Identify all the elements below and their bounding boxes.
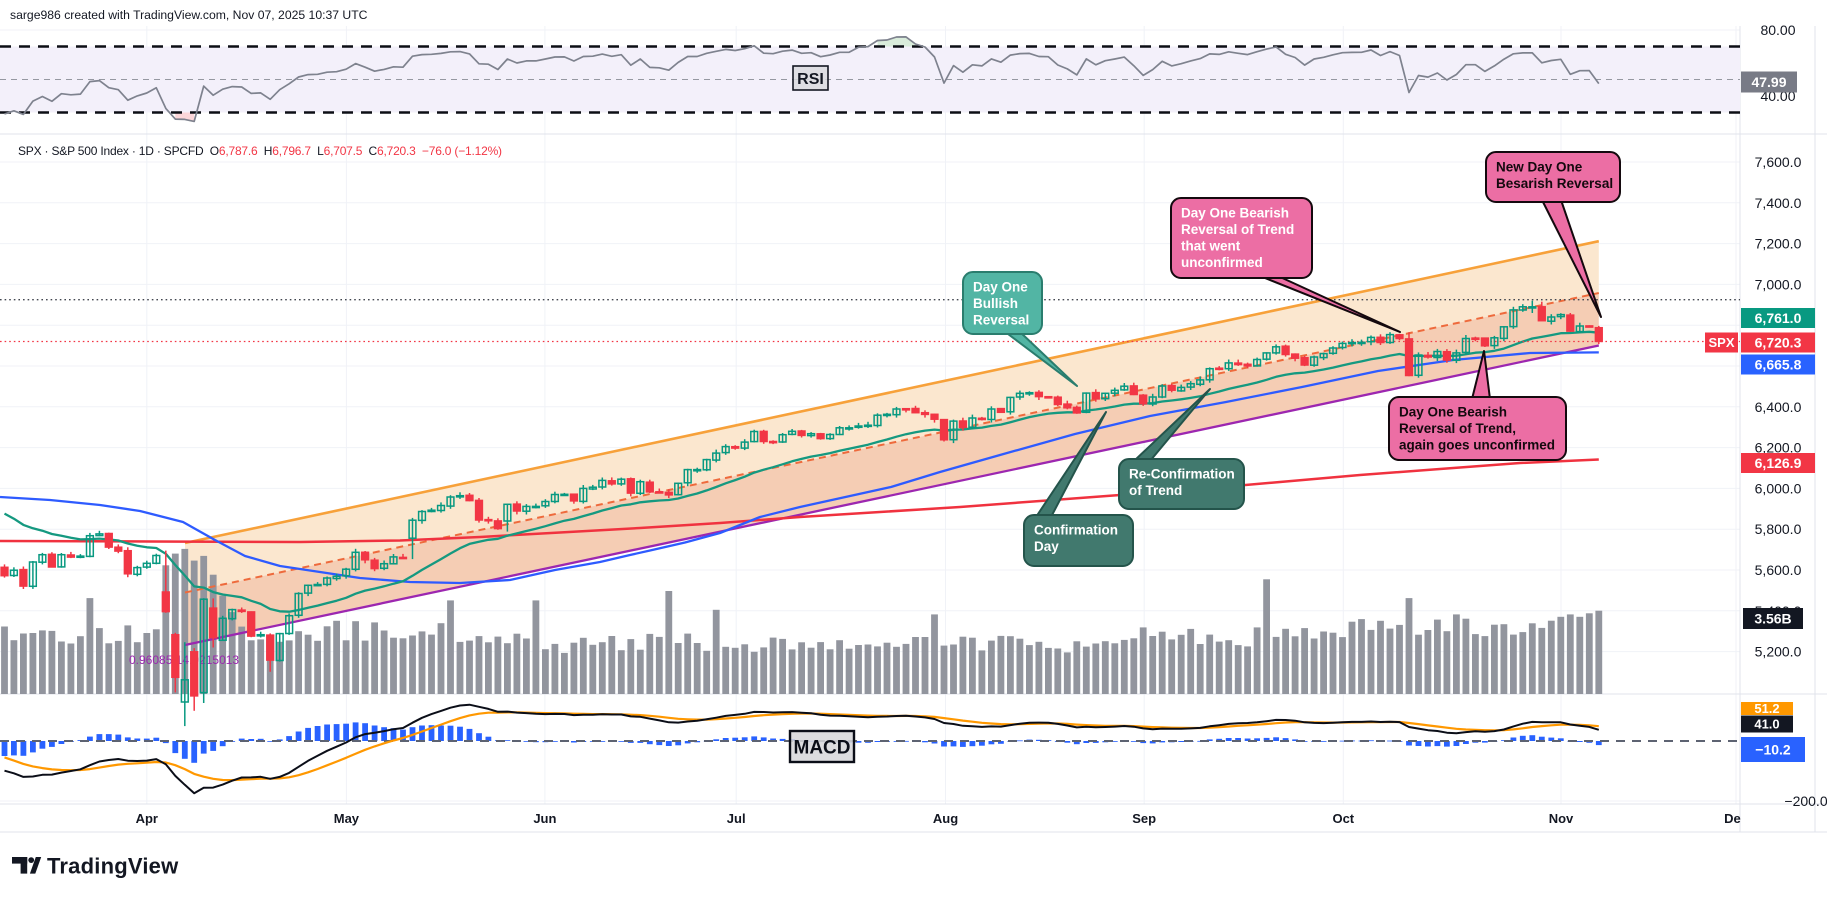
svg-text:6,126.9: 6,126.9 [1755,455,1802,471]
svg-text:6,761.0: 6,761.0 [1755,310,1802,326]
svg-text:Dec: Dec [1724,811,1748,826]
svg-text:80.00: 80.00 [1760,22,1795,38]
svg-text:6,200.0: 6,200.0 [1755,440,1802,456]
svg-text:Jun: Jun [533,811,556,826]
svg-text:Day One Bearish: Day One Bearish [1181,206,1289,221]
svg-text:41.0: 41.0 [1754,717,1779,732]
svg-text:5,200.0: 5,200.0 [1755,644,1802,660]
svg-text:6,400.0: 6,400.0 [1755,399,1802,415]
svg-text:Besarish Reversal: Besarish Reversal [1496,176,1613,191]
svg-text:47.99: 47.99 [1751,74,1786,90]
svg-text:Reversal of Trend: Reversal of Trend [1181,222,1294,237]
svg-text:sarge986 created with TradingV: sarge986 created with TradingView.com, N… [10,8,368,22]
svg-text:SPX · S&P 500 Index · 1D · SPC: SPX · S&P 500 Index · 1D · SPCFD O6,787.… [18,144,502,158]
svg-text:New Day One: New Day One [1496,160,1583,175]
svg-text:TradingView: TradingView [47,854,179,879]
svg-text:May: May [334,811,360,826]
svg-text:7,600.0: 7,600.0 [1755,154,1802,170]
svg-text:Sep: Sep [1132,811,1156,826]
svg-text:6,720.3: 6,720.3 [1755,335,1802,351]
svg-text:again goes unconfirmed: again goes unconfirmed [1399,438,1555,453]
svg-text:−200.0: −200.0 [1784,793,1827,809]
svg-text:6,000.0: 6,000.0 [1755,480,1802,496]
svg-text:Jul: Jul [727,811,746,826]
svg-text:Reversal: Reversal [973,313,1029,328]
svg-text:Bullish: Bullish [973,296,1018,311]
svg-text:Day One Bearish: Day One Bearish [1399,405,1507,420]
svg-text:5,800.0: 5,800.0 [1755,521,1802,537]
svg-text:Nov: Nov [1549,811,1574,826]
svg-text:5,600.0: 5,600.0 [1755,562,1802,578]
svg-text:SPX: SPX [1708,335,1734,350]
svg-text:7,400.0: 7,400.0 [1755,195,1802,211]
svg-text:−10.2: −10.2 [1755,742,1791,758]
svg-text:Confirmation: Confirmation [1034,523,1118,538]
svg-text:Reversal of Trend,: Reversal of Trend, [1399,421,1516,436]
svg-text:7,000.0: 7,000.0 [1755,276,1802,292]
svg-text:7,200.0: 7,200.0 [1755,236,1802,252]
svg-text:6,665.8: 6,665.8 [1755,357,1802,373]
svg-text:that went: that went [1181,239,1241,254]
svg-text:51.2: 51.2 [1754,701,1779,716]
svg-text:Re-Confirmation: Re-Confirmation [1129,467,1235,482]
svg-text:Aug: Aug [933,811,958,826]
svg-text:MACD: MACD [794,738,851,759]
svg-text:unconfirmed: unconfirmed [1181,255,1263,270]
svg-text:RSI: RSI [797,71,824,88]
svg-text:Day: Day [1034,539,1059,554]
svg-text:of Trend: of Trend [1129,483,1182,498]
svg-text:Apr: Apr [136,811,158,826]
svg-text:Day One: Day One [973,280,1028,295]
svg-text:3.56B: 3.56B [1754,611,1791,627]
svg-text:Oct: Oct [1332,811,1354,826]
